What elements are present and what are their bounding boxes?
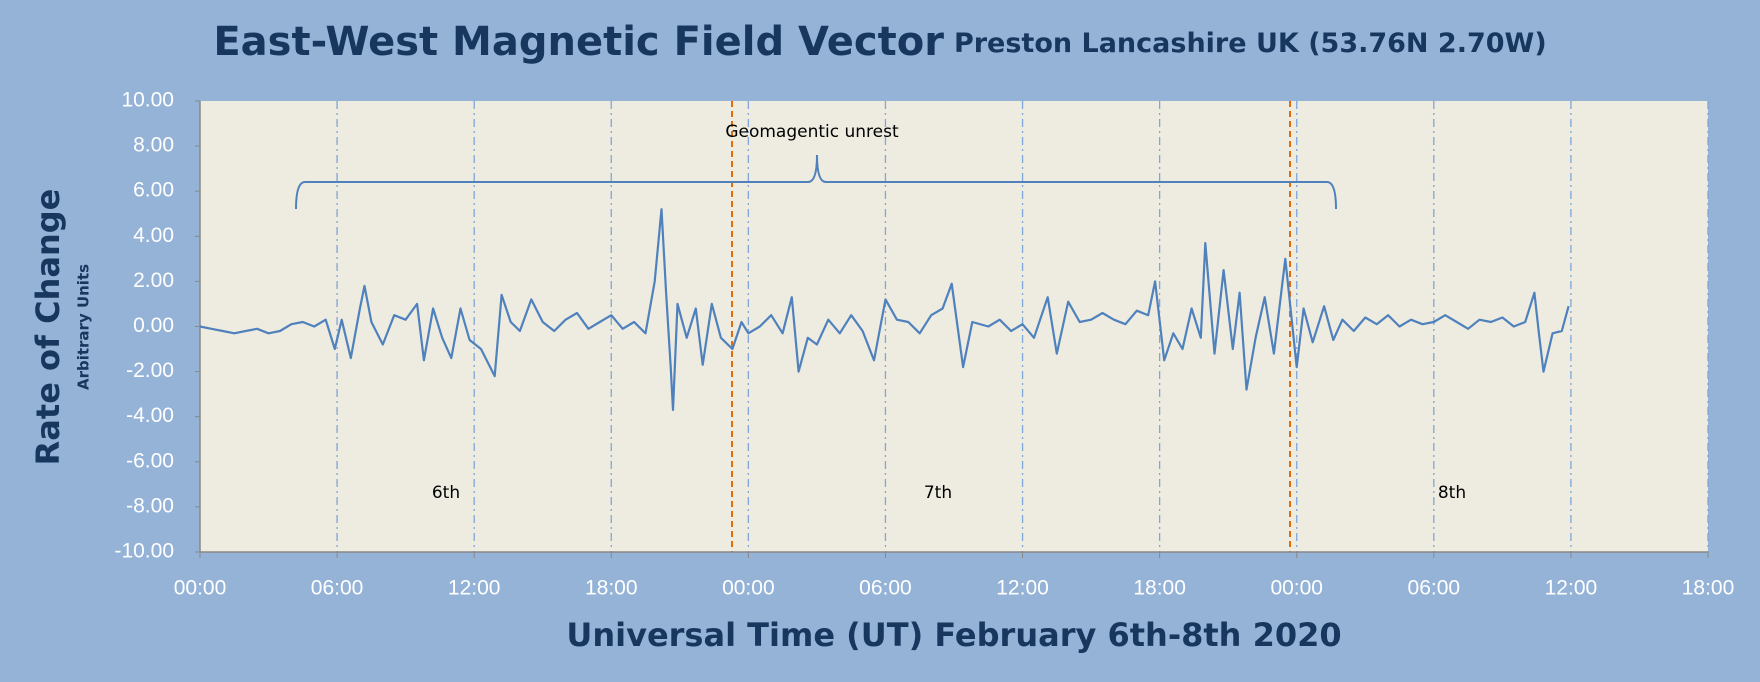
chart-subtitle: Preston Lancashire UK (53.76N 2.70W) — [954, 28, 1547, 59]
x-tick-label: 06:00 — [311, 577, 364, 600]
y-tick-label: -4.00 — [126, 404, 174, 427]
y-tick-label: 0.00 — [133, 314, 174, 337]
y-tick-label: -10.00 — [114, 540, 174, 563]
y-tick-label: 10.00 — [121, 89, 174, 112]
x-tick-label: 12:00 — [1545, 577, 1598, 600]
y-tick-label: 2.00 — [133, 269, 174, 292]
chart-title-group: East-West Magnetic Field Vector Preston L… — [213, 19, 1546, 65]
annotation: Geomagentic unrest — [725, 122, 899, 142]
x-tick-label: 18:00 — [585, 577, 638, 600]
y-tick-label: -8.00 — [126, 494, 174, 517]
x-tick-label: 00:00 — [722, 577, 775, 600]
chart-title: East-West Magnetic Field Vector — [213, 19, 944, 65]
plot-area — [200, 101, 1708, 552]
grid-layer — [336, 101, 1709, 552]
day-label: 6th — [432, 483, 460, 503]
x-tick-label: 00:00 — [174, 577, 227, 600]
brace — [295, 154, 1337, 210]
y-axis-sublabel: Arbitrary Units — [75, 264, 93, 390]
x-tick-label: 12:00 — [996, 577, 1049, 600]
day-label: 7th — [924, 483, 952, 503]
y-tick-label: 8.00 — [133, 134, 174, 157]
y-tick-label: -6.00 — [126, 449, 174, 472]
x-tick-label: 18:00 — [1682, 577, 1735, 600]
x-tick-label: 18:00 — [1133, 577, 1186, 600]
data-line — [199, 208, 1570, 411]
x-tick-label: 06:00 — [1408, 577, 1461, 600]
day-label: 8th — [1438, 483, 1466, 503]
y-tick-label: 6.00 — [133, 179, 174, 202]
y-tick-label: -2.00 — [126, 359, 174, 382]
x-tick-label: 12:00 — [448, 577, 501, 600]
x-axis-label: Universal Time (UT) February 6th-8th 202… — [566, 616, 1341, 654]
x-tick-label: 00:00 — [1270, 577, 1323, 600]
y-tick-label: 4.00 — [133, 224, 174, 247]
y-axis-label: Rate of Change — [29, 189, 67, 466]
x-tick-label: 06:00 — [859, 577, 912, 600]
